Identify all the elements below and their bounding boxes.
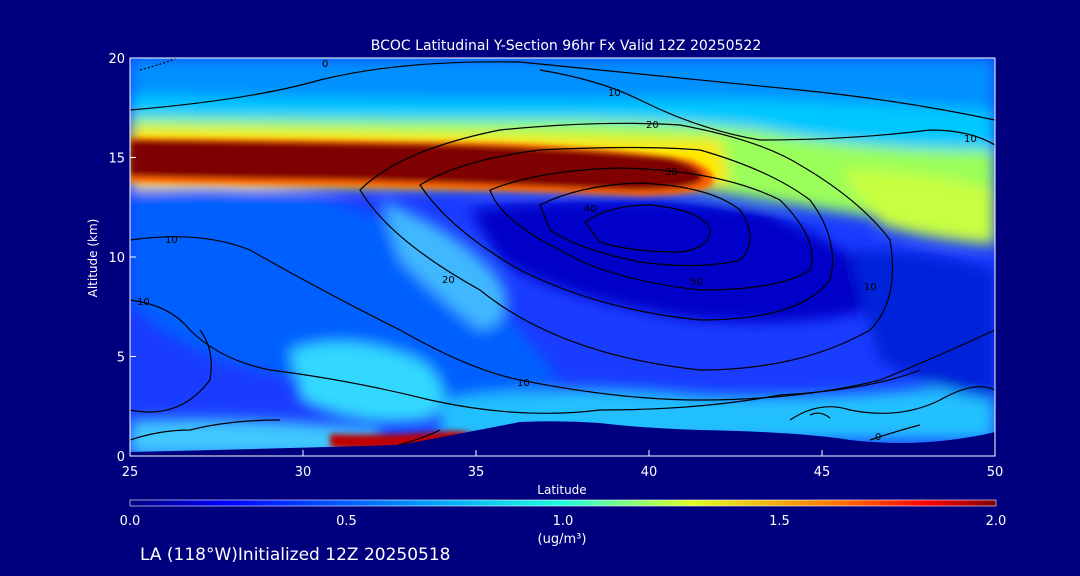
colorbar-tick-label: 0.5 <box>336 514 357 529</box>
field-mid-blue <box>130 186 560 410</box>
field-cyan-blob <box>380 200 507 330</box>
colorbar-tick-label: 0.0 <box>120 514 141 529</box>
contour-label: 10 <box>964 134 977 145</box>
contour-line <box>789 386 995 421</box>
contour-label: 20 <box>646 120 659 131</box>
x-tick-label: 25 <box>122 465 139 480</box>
colorbar-tick-label: 1.0 <box>553 514 574 529</box>
colorbar-units: (ug/m³) <box>538 532 587 547</box>
contour-line <box>419 146 834 321</box>
contour-line <box>359 122 894 371</box>
x-tick-label: 40 <box>641 465 658 480</box>
field-right-yellow <box>840 170 995 245</box>
field-right-dark <box>850 250 995 400</box>
contour-label: 10 <box>608 88 621 99</box>
contour-line <box>130 419 281 441</box>
contour-label: 50 <box>690 277 703 288</box>
colorbar-tick-label: 2.0 <box>986 514 1007 529</box>
y-tick-label: 0 <box>117 450 125 465</box>
y-tick-label: 10 <box>108 251 125 266</box>
contour-label: 10 <box>517 378 530 389</box>
y-tick-label: 20 <box>108 52 125 67</box>
field-lower-cyan <box>290 342 443 423</box>
contour-label: 0 <box>875 432 881 443</box>
field-dark-core <box>470 200 900 323</box>
surface-plume <box>330 431 480 450</box>
contour-line <box>130 299 921 414</box>
x-tick-label: 30 <box>295 465 312 480</box>
contour-lines <box>130 58 995 451</box>
chart-title: BCOC Latitudinal Y-Section 96hr Fx Valid… <box>371 38 761 54</box>
contour-line <box>489 167 813 291</box>
y-axis: 0 5 10 15 20 <box>108 52 136 465</box>
colorbar-tick-label: 1.5 <box>769 514 790 529</box>
colorbar-ticks: 0.0 0.5 1.0 1.5 2.0 <box>120 514 1007 529</box>
contour-line <box>130 61 995 121</box>
x-axis-label: Latitude <box>537 483 586 497</box>
contour-line <box>539 182 751 267</box>
x-tick-label: 50 <box>987 465 1004 480</box>
plume-core <box>130 140 703 190</box>
contour-line <box>869 424 921 441</box>
contour-line <box>539 69 995 146</box>
y-tick-label: 5 <box>117 351 125 366</box>
plume <box>130 138 714 450</box>
contour-label: 0 <box>322 59 328 70</box>
contour-label: 20 <box>442 275 455 286</box>
contour-label: 30 <box>665 167 678 178</box>
terrain <box>130 421 995 456</box>
contour-line <box>130 329 212 413</box>
x-tick-label: 45 <box>814 465 831 480</box>
y-axis-label: Altitude (km) <box>86 219 100 298</box>
footer-text: LA (118°W)Initialized 12Z 20250518 <box>140 545 450 565</box>
y-tick-label: 15 <box>108 152 125 167</box>
contour-label: 10 <box>165 235 178 246</box>
x-axis: 25 30 35 40 45 50 <box>122 450 1004 480</box>
plot-area: 0 10 20 10 30 40 10 20 50 10 10 10 0 0 <box>130 58 995 456</box>
contour-line <box>130 236 995 401</box>
x-tick-label: 35 <box>468 465 485 480</box>
contour-line <box>139 58 178 71</box>
field-surface-left <box>130 418 380 456</box>
contour-label: 10 <box>137 297 150 308</box>
contour-line <box>584 204 711 253</box>
contour-label: 40 <box>584 204 597 215</box>
contour-label: 10 <box>864 282 877 293</box>
contour-line <box>809 412 831 419</box>
colorbar <box>129 499 997 507</box>
